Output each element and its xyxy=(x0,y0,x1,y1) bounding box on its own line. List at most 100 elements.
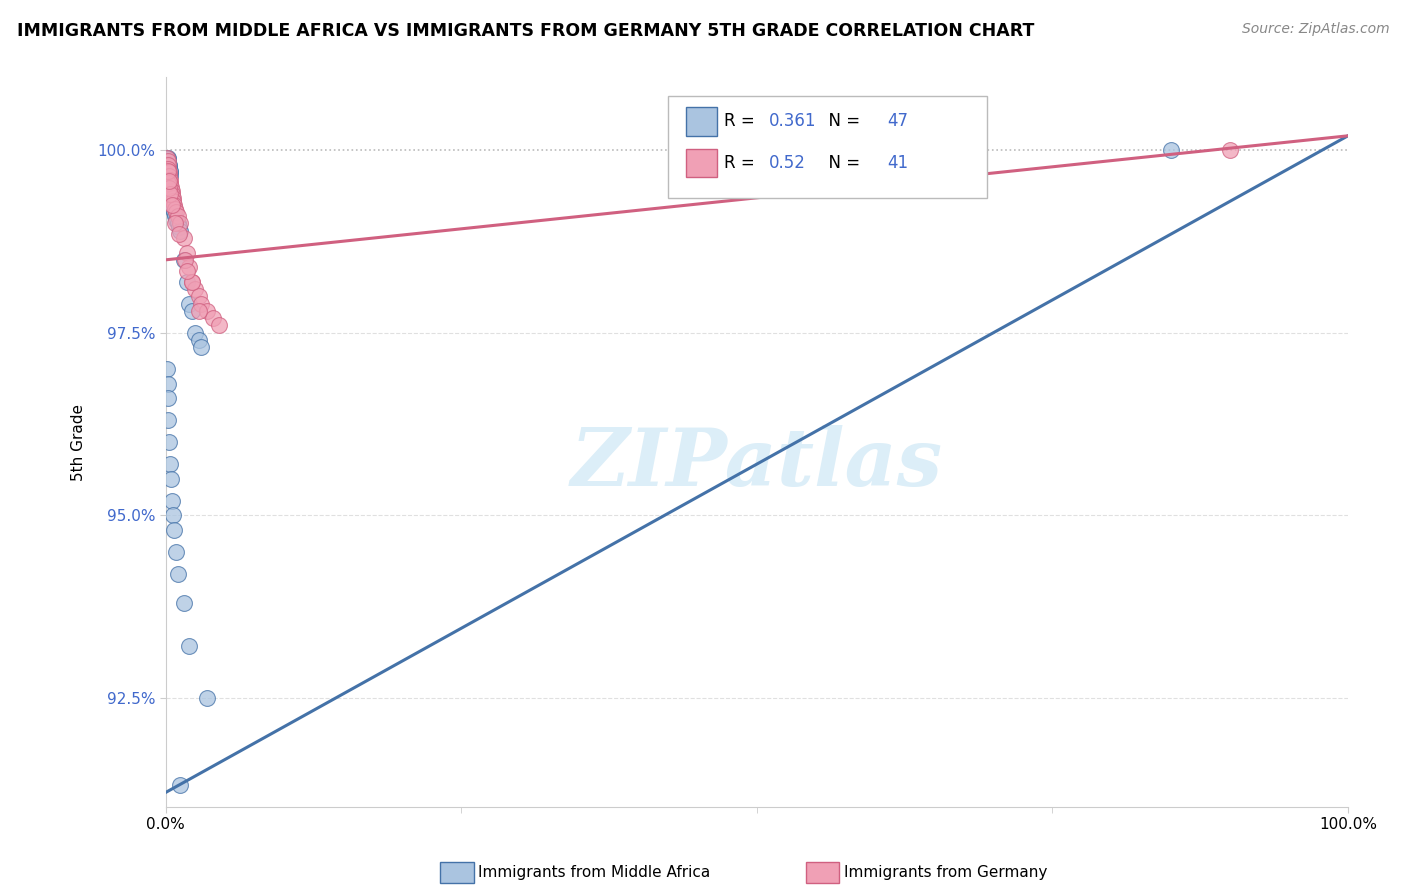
Point xyxy=(169,778,191,792)
Point xyxy=(180,275,202,289)
Text: IMMIGRANTS FROM MIDDLE AFRICA VS IMMIGRANTS FROM GERMANY 5TH GRADE CORRELATION C: IMMIGRANTS FROM MIDDLE AFRICA VS IMMIGRA… xyxy=(17,22,1035,40)
Point xyxy=(180,275,202,289)
Point xyxy=(187,304,209,318)
Point xyxy=(176,245,198,260)
Point xyxy=(159,187,181,202)
Point xyxy=(163,216,186,230)
Point xyxy=(166,216,188,230)
Point xyxy=(160,184,183,198)
Point xyxy=(165,544,187,558)
Point xyxy=(156,154,179,169)
Point xyxy=(159,169,181,183)
Point xyxy=(208,318,231,333)
Point xyxy=(156,164,179,178)
Point xyxy=(165,202,187,216)
Point xyxy=(165,205,187,219)
Point xyxy=(165,209,187,223)
Point xyxy=(166,209,188,223)
Point xyxy=(162,194,184,209)
Point xyxy=(163,523,186,537)
Point xyxy=(176,275,198,289)
Point xyxy=(173,231,195,245)
Point xyxy=(159,172,181,186)
Point xyxy=(157,161,180,176)
Point xyxy=(162,187,184,202)
Point xyxy=(157,156,180,170)
Point xyxy=(179,296,201,310)
Point xyxy=(162,198,184,212)
Point xyxy=(173,252,195,267)
Point xyxy=(173,596,195,610)
Point xyxy=(157,161,180,176)
FancyBboxPatch shape xyxy=(668,95,987,198)
Text: 41: 41 xyxy=(887,154,908,172)
Y-axis label: 5th Grade: 5th Grade xyxy=(72,404,86,481)
Point xyxy=(156,154,179,169)
Point xyxy=(157,413,180,427)
Point xyxy=(167,219,190,234)
Text: 0.361: 0.361 xyxy=(769,112,815,130)
Point xyxy=(156,362,179,376)
Point xyxy=(195,304,218,318)
Text: ZIPatlas: ZIPatlas xyxy=(571,425,943,503)
FancyBboxPatch shape xyxy=(686,107,717,136)
Point xyxy=(157,435,180,450)
Point xyxy=(1160,144,1182,158)
Text: N =: N = xyxy=(818,154,866,172)
Point xyxy=(180,304,202,318)
Point xyxy=(159,184,181,198)
Point xyxy=(159,179,181,194)
Point xyxy=(159,457,181,471)
Point xyxy=(202,311,225,326)
Point xyxy=(157,169,180,183)
Point xyxy=(162,191,184,205)
Point xyxy=(162,202,184,216)
Point xyxy=(157,174,180,188)
Text: 0.52: 0.52 xyxy=(769,154,806,172)
Point xyxy=(190,296,212,310)
Text: Source: ZipAtlas.com: Source: ZipAtlas.com xyxy=(1241,22,1389,37)
Point xyxy=(156,158,179,172)
Point xyxy=(156,151,179,165)
Point xyxy=(156,151,179,165)
Point xyxy=(169,224,191,238)
Point xyxy=(157,152,180,166)
Point xyxy=(162,194,184,209)
Point xyxy=(156,376,179,391)
Point xyxy=(184,282,207,296)
Point xyxy=(157,165,180,179)
Text: R =: R = xyxy=(724,154,759,172)
Point xyxy=(162,508,184,523)
Point xyxy=(173,252,195,267)
Point xyxy=(157,160,180,174)
Point xyxy=(157,181,180,195)
Point xyxy=(159,472,181,486)
Point xyxy=(190,340,212,354)
Text: N =: N = xyxy=(818,112,866,130)
Point xyxy=(167,227,190,242)
Point xyxy=(169,216,191,230)
Point xyxy=(163,205,186,219)
FancyBboxPatch shape xyxy=(686,149,717,178)
Point xyxy=(160,179,183,194)
Point xyxy=(162,198,184,212)
Point xyxy=(184,326,207,340)
Point xyxy=(166,566,188,581)
Point xyxy=(176,264,198,278)
Point xyxy=(179,640,201,654)
Point xyxy=(160,191,183,205)
Text: 47: 47 xyxy=(887,112,908,130)
Point xyxy=(163,198,186,212)
Text: R =: R = xyxy=(724,112,759,130)
Point xyxy=(157,176,180,190)
Point xyxy=(159,164,181,178)
Text: Immigrants from Middle Africa: Immigrants from Middle Africa xyxy=(478,865,710,880)
Point xyxy=(1219,144,1241,158)
Point xyxy=(159,176,181,190)
Point xyxy=(160,493,183,508)
Point xyxy=(156,392,179,406)
Point xyxy=(187,333,209,347)
Point xyxy=(187,289,209,303)
Point xyxy=(165,212,187,227)
Text: Immigrants from Germany: Immigrants from Germany xyxy=(844,865,1047,880)
